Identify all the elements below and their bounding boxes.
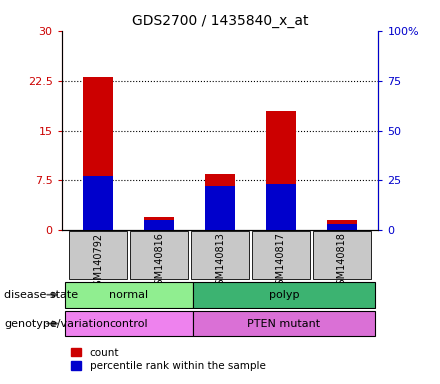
Text: GSM140813: GSM140813 — [215, 232, 225, 291]
Bar — [83, 77, 114, 230]
FancyBboxPatch shape — [65, 282, 193, 308]
Text: normal: normal — [109, 290, 148, 300]
Text: GSM140816: GSM140816 — [154, 232, 164, 291]
Bar — [83, 177, 114, 230]
Title: GDS2700 / 1435840_x_at: GDS2700 / 1435840_x_at — [132, 14, 308, 28]
Bar — [144, 217, 174, 230]
FancyBboxPatch shape — [312, 232, 371, 279]
Bar — [205, 174, 235, 230]
Legend: count, percentile rank within the sample: count, percentile rank within the sample — [67, 344, 270, 375]
Bar — [266, 184, 296, 230]
Text: polyp: polyp — [269, 290, 299, 300]
FancyBboxPatch shape — [65, 311, 193, 336]
FancyBboxPatch shape — [252, 232, 310, 279]
FancyBboxPatch shape — [191, 232, 249, 279]
Text: GSM140817: GSM140817 — [276, 232, 286, 291]
Bar — [205, 187, 235, 230]
Text: disease state: disease state — [4, 290, 78, 300]
FancyBboxPatch shape — [69, 232, 128, 279]
Text: control: control — [109, 318, 148, 329]
FancyBboxPatch shape — [130, 232, 188, 279]
Bar — [326, 224, 357, 230]
Text: GSM140818: GSM140818 — [337, 232, 347, 291]
Bar — [266, 111, 296, 230]
Text: GSM140792: GSM140792 — [93, 232, 103, 291]
Bar — [144, 220, 174, 230]
Bar — [326, 220, 357, 230]
FancyBboxPatch shape — [193, 282, 375, 308]
Text: PTEN mutant: PTEN mutant — [247, 318, 320, 329]
FancyBboxPatch shape — [193, 311, 375, 336]
Text: genotype/variation: genotype/variation — [4, 318, 110, 329]
